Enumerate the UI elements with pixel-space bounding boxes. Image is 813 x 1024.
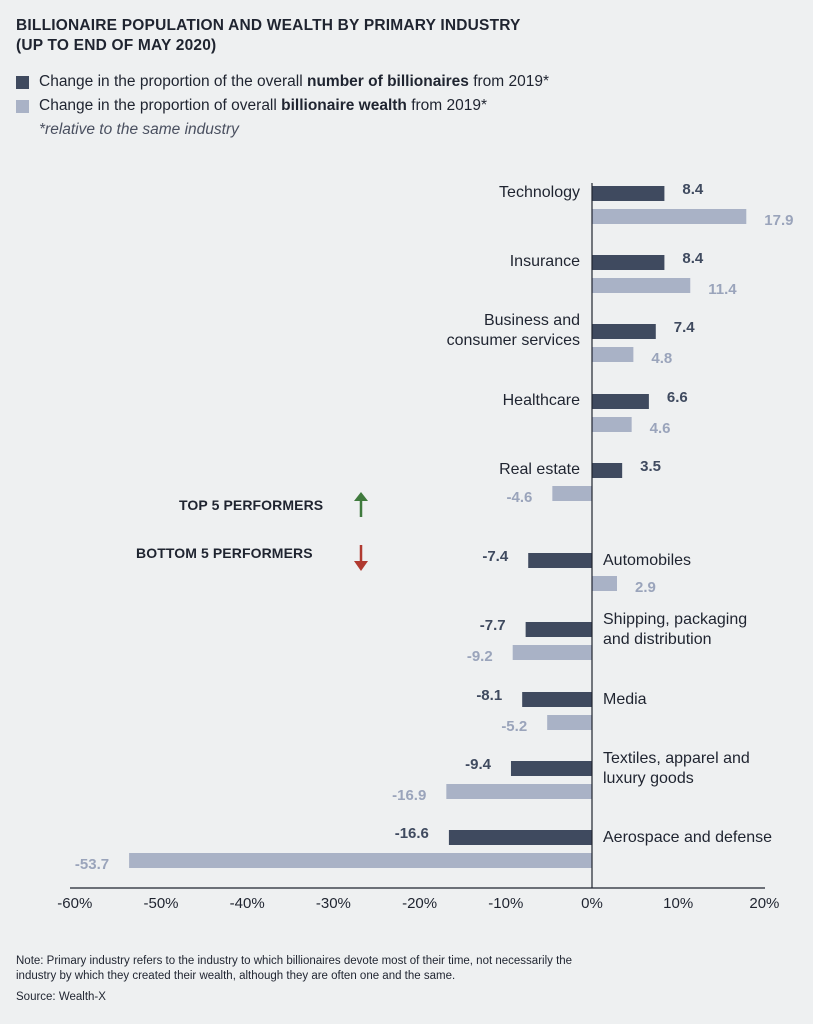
x-tick-label-3: -30% [316, 895, 351, 912]
value-label-number-3: 6.6 [667, 389, 688, 406]
value-label-wealth-7: -5.2 [501, 718, 527, 735]
x-tick-label-4: -20% [402, 895, 437, 912]
value-label-number-8: -9.4 [465, 756, 492, 773]
category-label-4-0: Real estate [499, 461, 580, 478]
category-label-8-0: Textiles, apparel and [603, 750, 750, 767]
bar-wealth-9 [129, 853, 592, 868]
category-label-0-0: Technology [499, 184, 580, 201]
bottom-performers-text: BOTTOM 5 PERFORMERS [136, 545, 313, 561]
value-label-number-5: -7.4 [482, 548, 509, 565]
bar-wealth-6 [512, 645, 592, 660]
bar-wealth-3 [592, 417, 632, 432]
title-line-2: (UP TO END OF MAY 2020) [16, 37, 217, 54]
chart-title: BILLIONAIRE POPULATION AND WEALTH BY PRI… [16, 16, 521, 56]
legend-label-number-suffix: from 2019* [468, 73, 550, 90]
bar-number-1 [592, 255, 665, 270]
bar-number-2 [592, 324, 656, 339]
bar-number-7 [522, 692, 592, 707]
bar-number-0 [592, 186, 665, 201]
legend: Change in the proportion of the overall … [16, 70, 549, 142]
x-tick-label-5: -10% [488, 895, 523, 912]
value-label-wealth-4: -4.6 [506, 489, 532, 506]
value-label-number-1: 8.4 [682, 250, 704, 267]
category-label-1-0: Insurance [510, 253, 580, 270]
x-tick-label-1: -50% [143, 895, 178, 912]
up-arrow-icon [354, 492, 368, 517]
value-label-number-9: -16.6 [395, 825, 429, 842]
x-tick-label-0: -60% [57, 895, 92, 912]
legend-label-wealth-bold: billionaire wealth [281, 97, 407, 114]
footnote: Note: Primary industry refers to the ind… [16, 954, 796, 984]
value-label-wealth-3: 4.6 [650, 420, 671, 437]
bottom-performers-label: BOTTOM 5 PERFORMERS [136, 545, 313, 561]
footnote-line-1: Note: Primary industry refers to the ind… [16, 955, 573, 967]
value-label-wealth-0: 17.9 [764, 212, 793, 229]
bar-number-9 [448, 830, 592, 845]
bar-wealth-5 [592, 576, 617, 591]
x-tick-label-6: 0% [581, 895, 603, 912]
bar-number-3 [592, 394, 649, 409]
value-label-number-0: 8.4 [682, 181, 704, 198]
bar-wealth-7 [547, 715, 592, 730]
footnote-line-2: industry by which they created their wea… [16, 970, 456, 982]
legend-label-number-prefix: Change in the proportion of the overall [39, 73, 307, 90]
legend-label-wealth: Change in the proportion of overall bill… [39, 94, 487, 118]
x-tick-label-2: -40% [230, 895, 265, 912]
value-label-number-2: 7.4 [674, 319, 696, 336]
bar-number-4 [592, 463, 623, 478]
legend-swatch-wealth [16, 99, 29, 113]
category-label-6-0: Shipping, packaging [603, 611, 747, 628]
value-label-wealth-2: 4.8 [651, 350, 672, 367]
x-tick-label-7: 10% [663, 895, 693, 912]
legend-label-wealth-prefix: Change in the proportion of overall [39, 97, 282, 114]
category-label-2-1: consumer services [447, 332, 580, 349]
legend-label-wealth-suffix: from 2019* [406, 97, 488, 114]
legend-label-number: Change in the proportion of the overall … [39, 70, 549, 94]
legend-footnote: *relative to the same industry [39, 121, 239, 138]
title-line-1: BILLIONAIRE POPULATION AND WEALTH BY PRI… [16, 17, 521, 34]
bar-number-8 [510, 761, 592, 776]
bar-wealth-4 [552, 486, 592, 501]
legend-swatch-number [16, 75, 29, 89]
value-label-wealth-8: -16.9 [392, 787, 426, 804]
category-label-5-0: Automobiles [603, 552, 691, 569]
bar-wealth-8 [446, 784, 592, 799]
category-label-8-1: luxury goods [603, 770, 694, 787]
value-label-wealth-5: 2.9 [635, 579, 656, 596]
down-arrow-icon [354, 545, 368, 571]
value-label-number-7: -8.1 [476, 687, 502, 704]
value-label-number-6: -7.7 [480, 617, 506, 634]
value-label-number-4: 3.5 [640, 458, 661, 475]
top-performers-label: TOP 5 PERFORMERS [179, 497, 323, 513]
bar-chart: 8.417.9Technology8.411.4Insurance7.44.8B… [57, 181, 793, 912]
legend-item-number: Change in the proportion of the overall … [16, 70, 549, 94]
value-label-wealth-1: 11.4 [708, 281, 737, 298]
bar-wealth-1 [592, 278, 691, 293]
bar-wealth-0 [592, 209, 747, 224]
x-tick-label-8: 20% [749, 895, 779, 912]
legend-item-wealth: Change in the proportion of overall bill… [16, 94, 549, 118]
category-label-2-0: Business and [484, 312, 580, 329]
category-label-6-1: and distribution [603, 631, 712, 648]
value-label-wealth-9: -53.7 [75, 856, 109, 873]
bar-wealth-2 [592, 347, 634, 362]
category-label-9-0: Aerospace and defense [603, 829, 772, 846]
category-label-3-0: Healthcare [503, 392, 580, 409]
source: Source: Wealth-X [16, 991, 106, 1003]
legend-label-number-bold: number of billionaires [306, 73, 469, 90]
category-label-7-0: Media [603, 691, 647, 708]
bar-number-6 [525, 622, 592, 637]
top-performers-text: TOP 5 PERFORMERS [179, 497, 324, 513]
bar-number-5 [528, 553, 592, 568]
value-label-wealth-6: -9.2 [467, 648, 493, 665]
